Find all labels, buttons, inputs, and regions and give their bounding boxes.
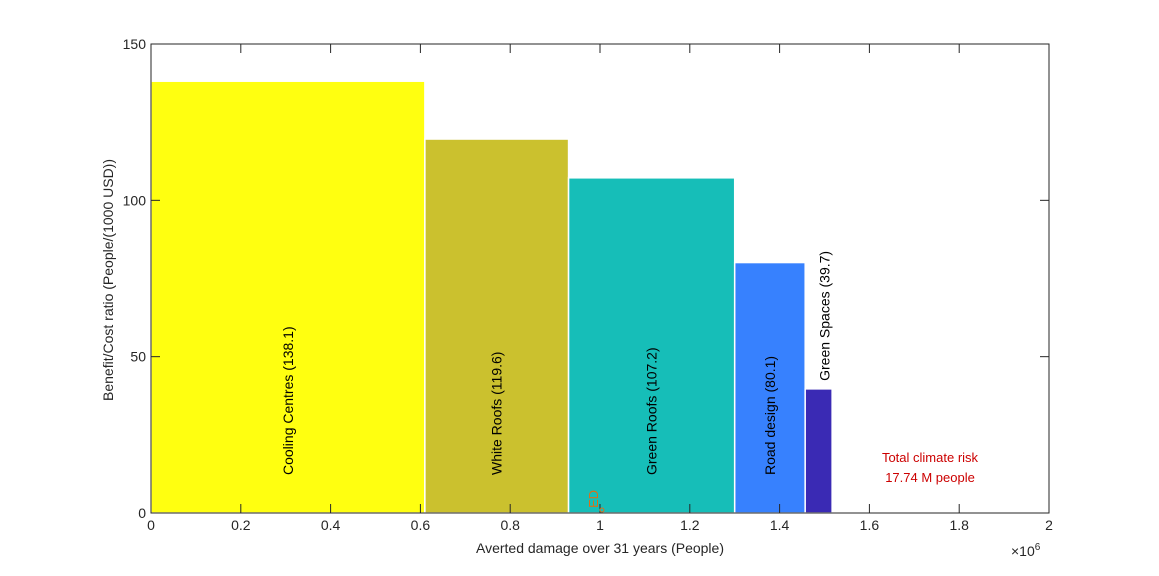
x-tick-label: 0 xyxy=(147,517,155,533)
bar-label-white-roofs: White Roofs (119.6) xyxy=(489,352,505,475)
x-tick-label: 1.8 xyxy=(949,517,969,533)
x-tick-label: 0.2 xyxy=(231,517,251,533)
x-axis-label: Averted damage over 31 years (People) xyxy=(476,540,724,556)
x-tick-label: 1.6 xyxy=(860,517,880,533)
y-tick-label: 50 xyxy=(130,349,146,365)
x-tick-label: 0.6 xyxy=(411,517,431,533)
annotations-layer: Total climate risk 17.74 M people ED xyxy=(586,450,979,513)
x-tick-label: 1 xyxy=(596,517,604,533)
x-multiplier-base: ×10 xyxy=(1011,543,1035,559)
y-axis-label: Benefit/Cost ratio (People/(1000 USD)) xyxy=(100,159,116,401)
bar-road-design xyxy=(733,261,806,514)
bars-layer xyxy=(150,80,833,514)
axes-layer: 0 0.2 0.4 0.6 0.8 1 1.2 1.4 1.6 1.8 2 0 50 100 150 xyxy=(123,36,1053,533)
y-tick-label: 100 xyxy=(123,192,147,208)
y-tick-label: 0 xyxy=(138,505,146,521)
bar-white-roofs xyxy=(424,138,570,514)
x-tick-label: 2 xyxy=(1045,517,1053,533)
bar-labels-layer: Cooling Centres (138.1) White Roofs (119.… xyxy=(280,251,833,475)
annotation-total-climate-risk: 17.74 M people xyxy=(885,470,975,485)
x-tick-label: 1.2 xyxy=(680,517,700,533)
bar-label-road-design: Road design (80.1) xyxy=(762,356,778,475)
bar-label-green-roofs: Green Roofs (107.2) xyxy=(644,347,660,475)
bar-green-roofs xyxy=(567,177,736,514)
x-multiplier-exponent: 6 xyxy=(1035,542,1041,553)
ed-marker-point xyxy=(599,507,605,513)
x-tick-label: 0.4 xyxy=(321,517,341,533)
x-multiplier-label: ×106 xyxy=(1011,542,1041,559)
annotation-total-climate-risk: Total climate risk xyxy=(882,450,979,465)
x-tick-label: 0.8 xyxy=(500,517,520,533)
bar-green-spaces xyxy=(804,388,833,514)
bar-label-cooling-centres: Cooling Centres (138.1) xyxy=(280,326,296,475)
bar-cooling-centres xyxy=(150,80,426,514)
x-tick-label: 1.4 xyxy=(770,517,790,533)
bar-label-green-spaces: Green Spaces (39.7) xyxy=(817,251,833,381)
y-tick-label: 150 xyxy=(123,36,147,52)
ed-marker-label: ED xyxy=(586,490,601,508)
